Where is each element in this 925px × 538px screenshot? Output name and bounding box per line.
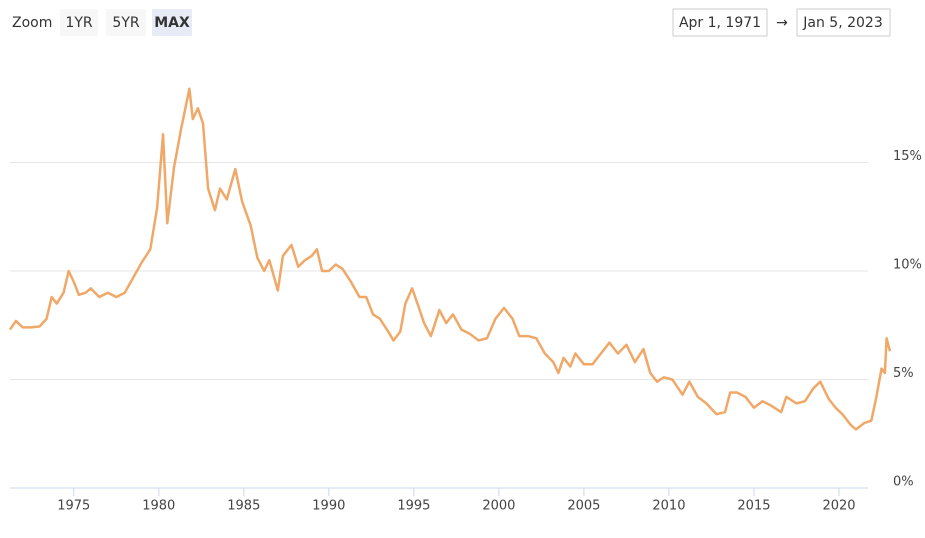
range-arrow: → [776,15,788,31]
range-to[interactable]: Jan 5, 2023 [802,15,882,31]
x-tick-label: 2005 [567,499,600,514]
zoom-label: Zoom [12,15,52,31]
x-tick-label: 2015 [737,499,770,514]
zoom-button[interactable] [60,9,98,36]
x-tick-label: 1995 [397,499,430,514]
y-tick-label: 5% [893,366,914,381]
x-tick-label: 2020 [822,499,855,514]
range-from-box[interactable] [672,8,768,37]
zoom-button-label[interactable]: 1YR [65,15,92,31]
zoom-button[interactable] [152,9,192,36]
zoom-button[interactable] [106,9,146,36]
range-to-box[interactable] [796,8,891,37]
x-tick-label: 1990 [312,499,345,514]
range-from[interactable]: Apr 1, 1971 [679,15,761,31]
y-tick-label: 15% [893,149,922,164]
x-tick-label: 1980 [142,499,175,514]
zoom-button-label[interactable]: MAX [154,15,190,31]
data-line [8,87,892,431]
y-tick-label: 10% [893,258,922,273]
x-tick-label: 1985 [227,499,260,514]
x-tick-label: 2010 [652,499,685,514]
x-tick-label: 2000 [482,499,515,514]
y-tick-label: 0% [893,475,914,490]
zoom-button-label[interactable]: 5YR [112,15,139,31]
x-tick-label: 1975 [57,499,90,514]
